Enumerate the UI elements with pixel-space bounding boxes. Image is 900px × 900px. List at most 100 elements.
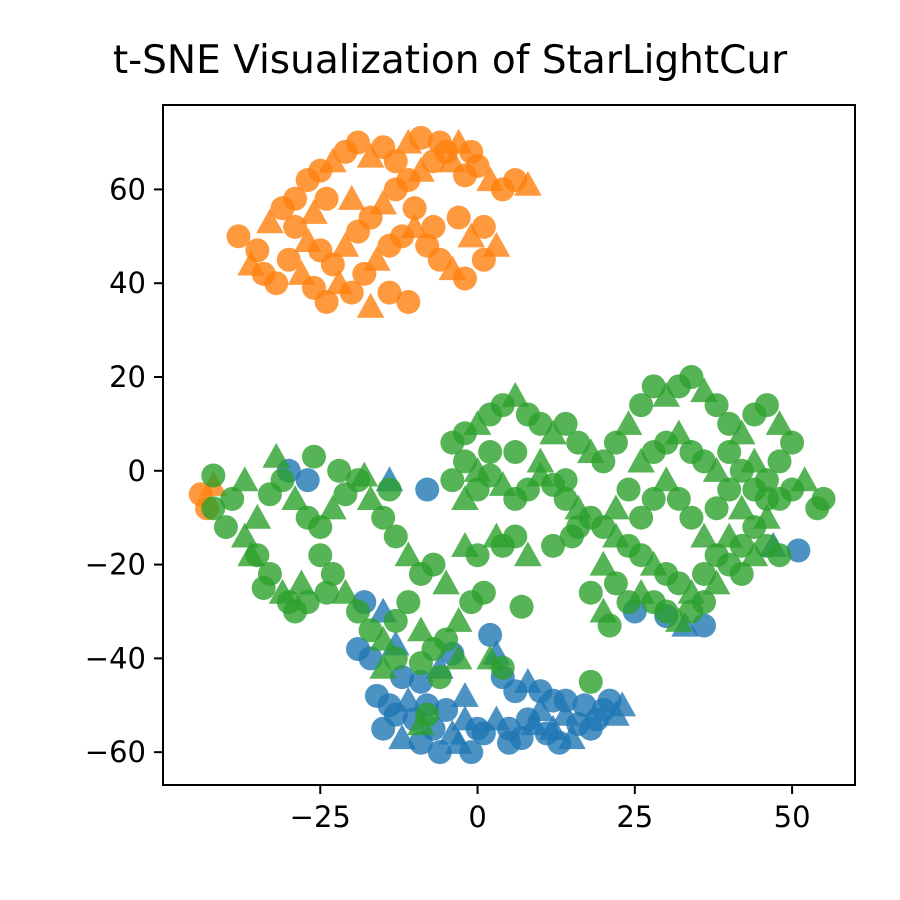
data-point-circle (459, 740, 484, 765)
data-point-circle (201, 463, 226, 488)
data-point-circle (767, 543, 792, 568)
data-point-circle (515, 707, 540, 732)
data-point-triangle (753, 503, 781, 529)
data-point-triangle (463, 456, 492, 482)
data-point-triangle (287, 569, 316, 595)
data-point-triangle (407, 156, 435, 182)
data-point-circle (415, 702, 440, 727)
data-point-circle (427, 247, 452, 272)
data-point-circle (434, 627, 459, 652)
data-point-triangle (300, 199, 328, 224)
data-point-circle (390, 665, 415, 690)
data-point-circle (717, 477, 742, 502)
data-point-circle (308, 543, 333, 568)
data-point-triangle (665, 607, 693, 632)
data-point-circle (591, 515, 616, 540)
data-point-circle (553, 468, 578, 493)
data-point-circle (295, 468, 320, 493)
data-point-circle (754, 486, 779, 511)
data-point-circle (201, 496, 226, 521)
plot-area (188, 125, 836, 765)
data-point-circle (578, 669, 603, 694)
x-tick-label: 0 (468, 800, 486, 834)
data-point-circle (408, 651, 433, 676)
data-point-triangle (444, 607, 473, 632)
data-point-circle (478, 440, 503, 465)
data-point-triangle (652, 466, 681, 492)
data-point-circle (251, 576, 276, 601)
data-point-circle (729, 561, 754, 586)
data-point-circle (220, 486, 245, 511)
data-point-circle (427, 665, 452, 690)
data-point-circle (295, 590, 320, 615)
axes: −25 0 25 50 −60 −40 −20 0 20 40 60 (85, 172, 811, 834)
y-tick-label: 40 (109, 266, 146, 300)
data-point-triangle (281, 485, 309, 510)
data-point-circle (383, 646, 408, 671)
data-point-circle (629, 393, 654, 418)
data-point-triangle (602, 700, 630, 726)
data-point-circle (383, 702, 408, 727)
data-point-circle (320, 561, 345, 586)
data-point-triangle (350, 461, 379, 487)
data-point-triangle (319, 147, 347, 173)
data-point-triangle (256, 208, 284, 234)
data-point-circle (421, 214, 446, 239)
data-point-circle (339, 280, 364, 305)
data-point-circle (553, 688, 578, 713)
data-point-circle (408, 669, 433, 694)
data-point-circle (553, 486, 578, 511)
x-tick-label: 25 (616, 800, 653, 834)
data-point-circle (553, 411, 578, 436)
data-point-triangle (790, 466, 819, 492)
data-point-triangle (237, 250, 265, 276)
data-point-circle (717, 440, 742, 465)
data-point-circle (308, 515, 333, 540)
y-tick-label: 20 (109, 360, 146, 394)
data-point-circle (641, 374, 666, 399)
data-point-triangle (482, 231, 511, 257)
data-point-triangle (501, 381, 530, 407)
data-point-circle (503, 440, 528, 465)
data-point-triangle (400, 213, 429, 238)
data-point-circle (276, 247, 301, 272)
data-point-triangle (331, 578, 360, 604)
data-point-circle (371, 505, 396, 530)
data-point-triangle (451, 682, 479, 707)
data-point-circle (578, 580, 603, 605)
data-point-triangle (614, 410, 643, 435)
data-point-circle (408, 125, 433, 150)
data-point-triangle (363, 245, 391, 271)
data-point-circle (654, 599, 679, 624)
data-point-triangle (702, 456, 731, 482)
series-1 (188, 125, 542, 521)
data-point-circle (786, 538, 811, 563)
data-point-triangle (602, 494, 630, 520)
chart-title: t-SNE Visualization of StarLightCur (112, 38, 788, 83)
data-point-circle (692, 590, 717, 615)
data-point-circle (452, 266, 477, 291)
data-point-circle (383, 149, 408, 174)
data-point-circle (616, 477, 641, 502)
data-point-triangle (727, 419, 756, 445)
y-tick-label: 0 (128, 454, 146, 488)
data-point-circle (276, 590, 301, 615)
data-point-circle (471, 580, 496, 605)
data-point-circle (704, 393, 729, 418)
data-point-circle (679, 505, 704, 530)
data-point-triangle (463, 410, 492, 435)
data-point-triangle (451, 485, 479, 510)
data-point-circle (383, 608, 408, 633)
data-point-circle (490, 655, 515, 680)
data-point-circle (478, 622, 503, 647)
data-point-circle (566, 430, 591, 455)
data-point-triangle (539, 419, 567, 445)
data-point-triangle (740, 541, 769, 567)
data-point-circle (729, 533, 754, 558)
data-point-triangle (438, 719, 467, 745)
data-point-triangle (444, 644, 473, 670)
x-tick-label: 50 (774, 800, 811, 834)
data-point-triangle (243, 503, 272, 529)
data-point-circle (692, 449, 717, 474)
y-tick-label: −40 (85, 641, 146, 675)
